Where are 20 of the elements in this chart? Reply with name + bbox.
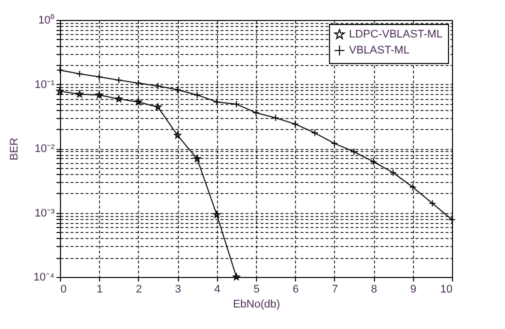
y-tick-label: 10⁻⁴: [34, 272, 55, 284]
x-tick-label: 4: [214, 284, 220, 296]
y-axis-title: BER: [8, 138, 21, 160]
x-tick-label: 8: [371, 284, 378, 296]
x-axis-title: EbNo(db): [232, 298, 280, 310]
x-tick-label: 5: [253, 284, 260, 296]
x-tick-label: 1: [96, 284, 103, 296]
x-tick-label: 2: [136, 284, 142, 296]
legend-label: LDPC-VBLAST-ML: [349, 28, 443, 40]
x-tick-label: 7: [332, 284, 338, 296]
y-tick-label: 10⁻²: [34, 143, 55, 155]
x-tick-label: 10: [440, 284, 452, 296]
y-tick-label: 10⁻³: [34, 207, 55, 220]
legend-label: VBLAST-ML: [349, 44, 410, 56]
x-tick-label: 0: [60, 284, 67, 296]
y-tick-label: 10⁻¹: [34, 78, 55, 91]
x-tick-label: 6: [292, 284, 299, 296]
x-tick-label: 9: [410, 284, 416, 296]
y-tick-label: 10⁰: [38, 14, 54, 26]
x-tick-label: 3: [175, 284, 182, 296]
